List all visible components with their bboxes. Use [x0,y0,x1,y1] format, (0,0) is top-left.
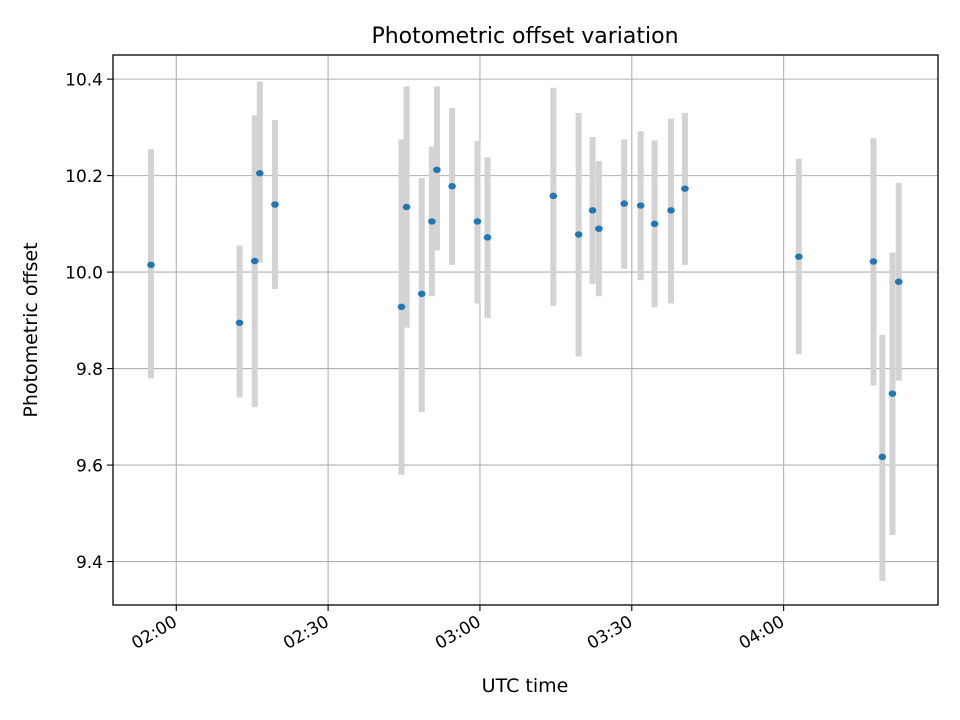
x-axis-ticks: 02:00 02:30 03:00 03:30 04:00 [128,605,788,654]
data-point [549,192,558,200]
data-point [255,170,264,177]
data-point [894,278,903,285]
data-markers [147,166,903,461]
data-point [667,207,675,214]
data-point [402,203,411,211]
data-point [417,290,426,298]
y-tick-label: 9.8 [76,360,103,380]
data-point [397,303,406,311]
x-tick-label: 03:00 [432,612,484,654]
data-point [428,218,436,225]
data-point [448,183,456,190]
data-point [588,207,597,214]
chart-title: Photometric offset variation [371,24,678,49]
data-point [235,319,244,326]
y-tick-label: 9.4 [76,553,103,573]
data-point [795,253,803,260]
gridlines [113,55,938,605]
x-tick-label: 03:30 [584,612,636,654]
y-tick-label: 10.0 [65,264,103,284]
x-tick-label: 04:00 [736,612,788,654]
x-tick-label: 02:30 [280,612,332,654]
y-axis-label: Photometric offset [20,242,42,417]
data-point [483,234,492,241]
data-point [271,201,279,208]
data-point [869,258,878,265]
y-axis-ticks: 9.4 9.6 9.8 10.0 10.2 10.4 [65,71,113,573]
data-point [888,390,897,397]
data-point [620,200,628,207]
x-axis-label: UTC time [482,675,569,697]
data-point [878,453,887,461]
data-point [433,166,441,174]
data-point [473,218,482,225]
plot-frame [112,54,939,606]
data-point [147,261,155,269]
x-tick-label: 02:00 [128,612,180,654]
data-point [636,202,645,209]
y-tick-label: 10.4 [65,71,103,91]
y-tick-label: 10.2 [65,167,103,187]
data-point [595,225,603,232]
data-point [650,220,659,228]
error-bars [147,81,902,581]
data-point [250,257,259,265]
data-point [574,231,583,238]
data-point [681,185,689,192]
y-tick-label: 9.6 [76,457,103,477]
